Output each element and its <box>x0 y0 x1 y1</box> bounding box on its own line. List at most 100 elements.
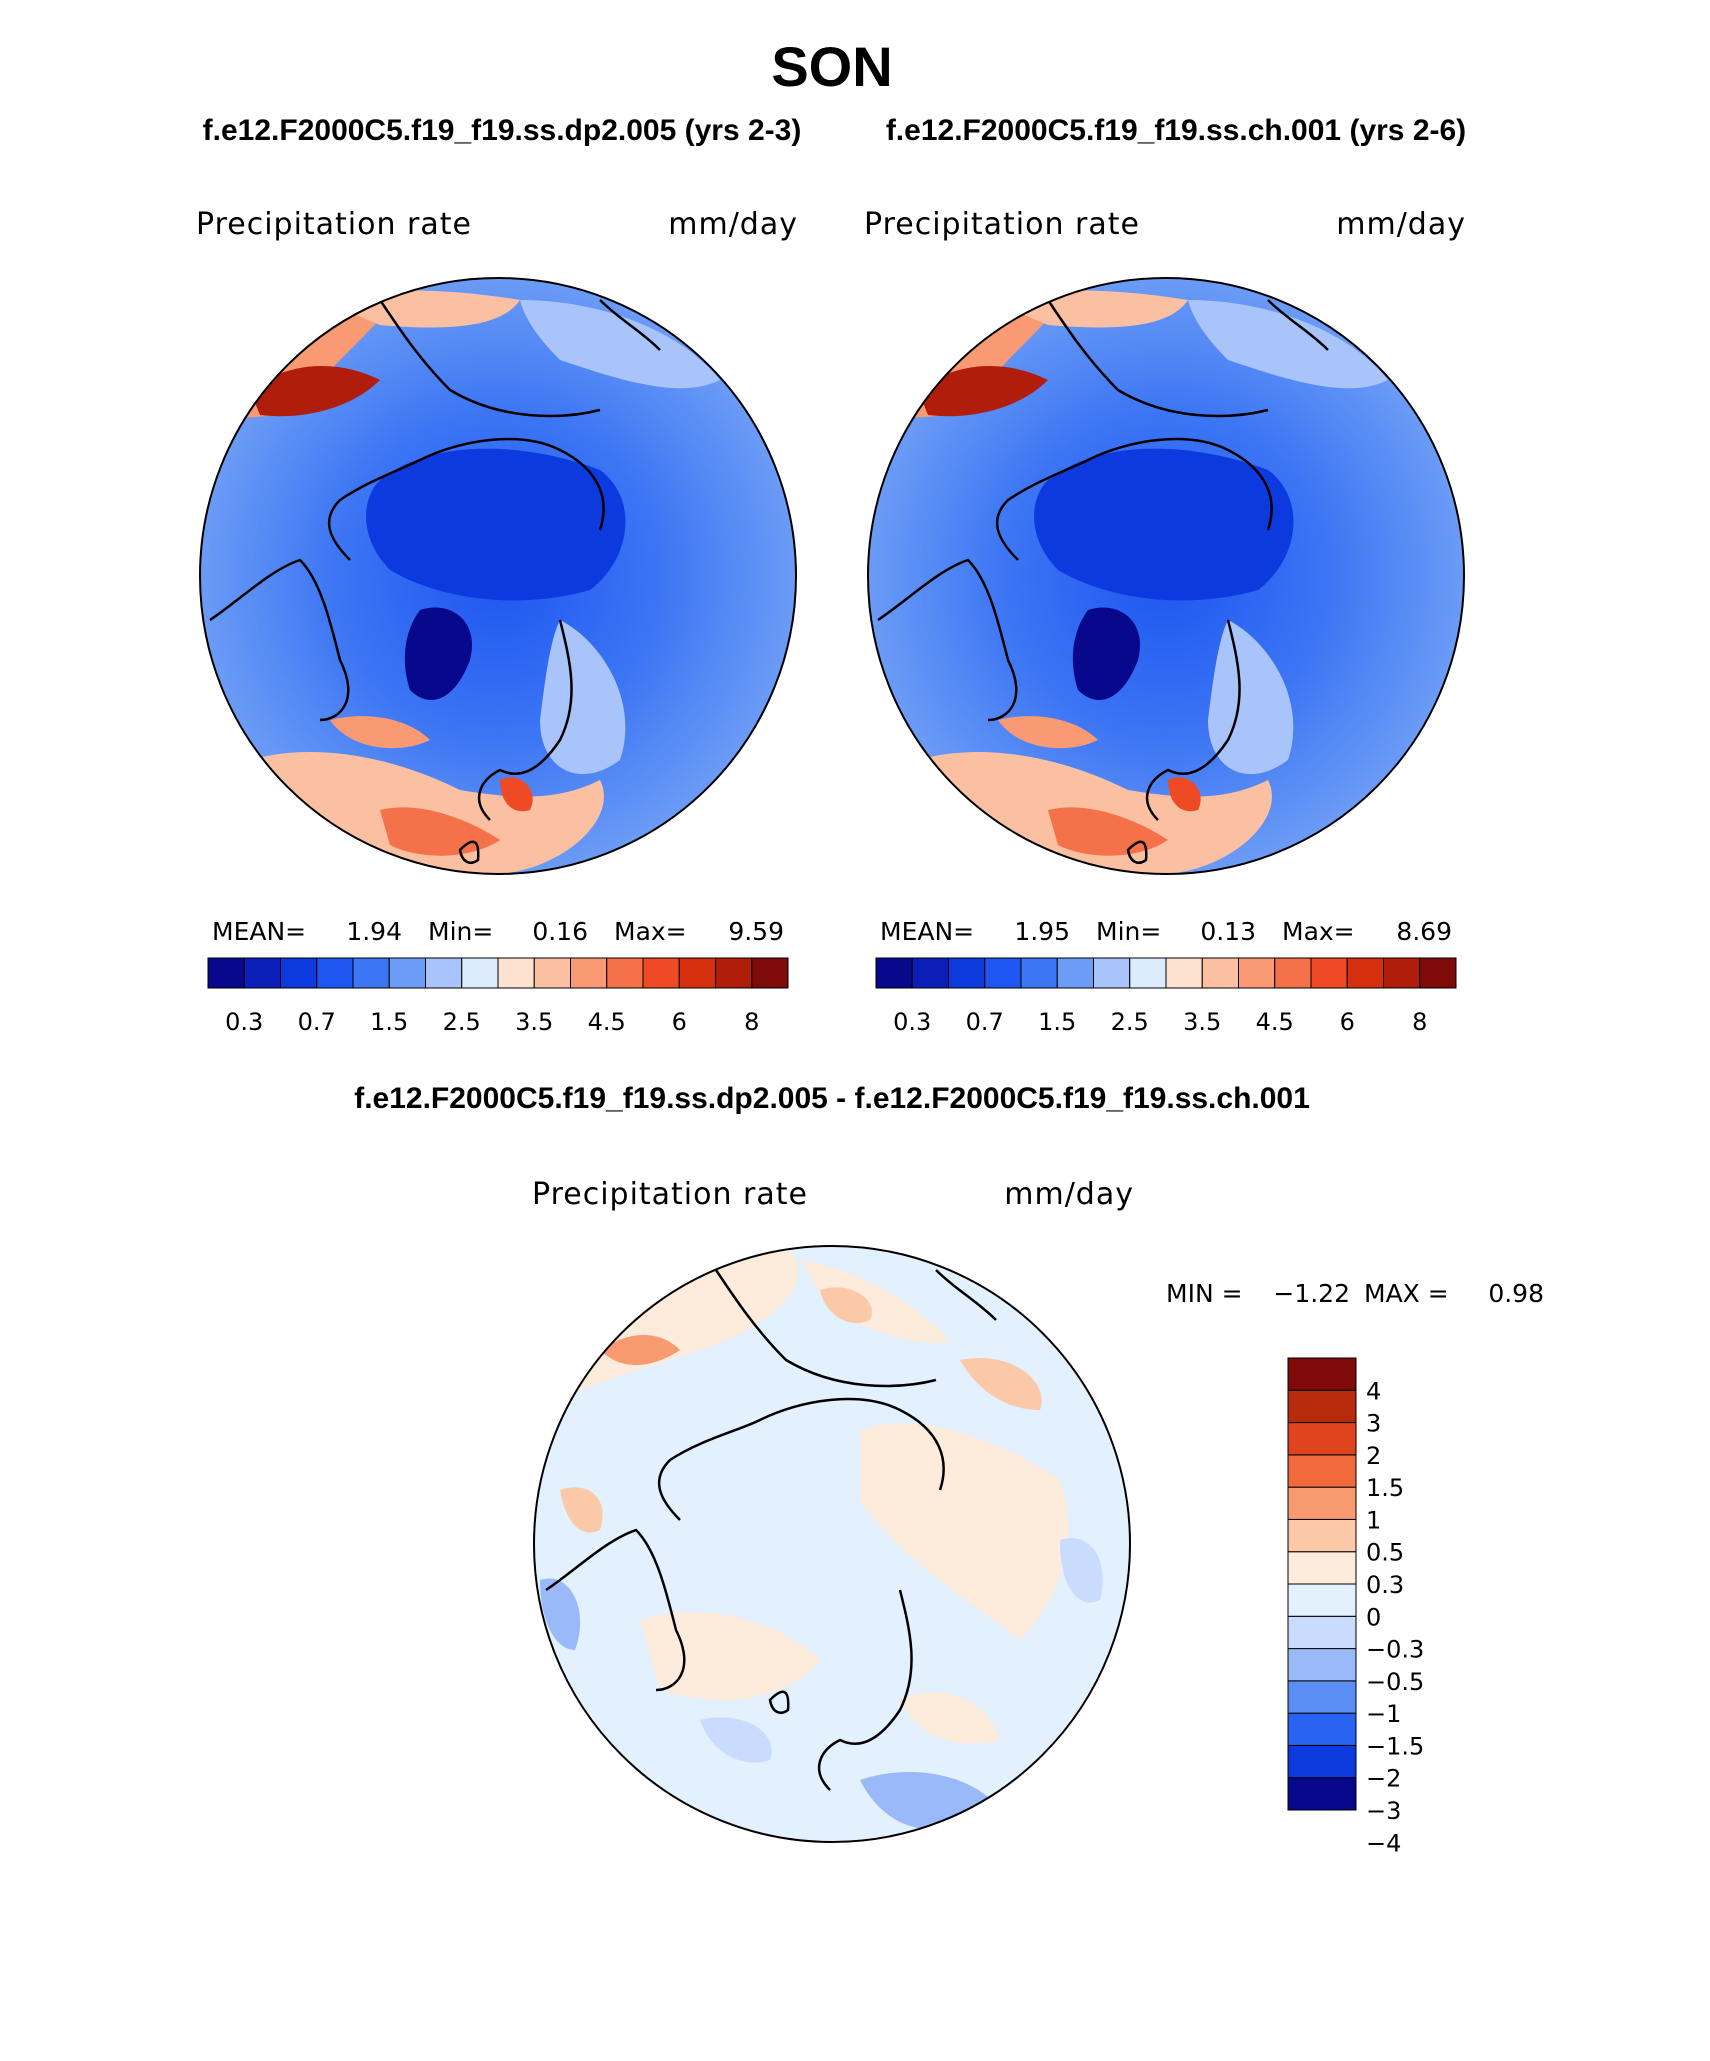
panel-b-colorbar-box <box>1419 957 1457 989</box>
panel-b-mean-value: 1.95 <box>1014 917 1070 946</box>
panel-diff-colorbar-label: 1.5 <box>1366 1474 1404 1502</box>
panel-b-colorbar-box <box>948 957 986 989</box>
panel-a-mean-value: 1.94 <box>346 917 402 946</box>
panel-diff-colorbar: 4 3 2 1.5 1 0.5 0.3 0 −0.3 −0.5 −1 −1.5 −2 −3 −4 <box>1287 1357 1424 1857</box>
panel-a-mean-label: MEAN= <box>212 917 306 946</box>
panel-a-min-value: 0.16 <box>532 917 588 946</box>
panel-b-colorbar-tick-label: 0.3 <box>893 1008 931 1036</box>
panel-b-colorbar-tick-label: 8 <box>1412 1008 1427 1036</box>
panel-diff-colorbar-label: 4 <box>1366 1377 1381 1405</box>
panel-diff-colorbar-label: 0.5 <box>1366 1539 1404 1567</box>
panel-b-colorbar-box <box>1165 957 1203 989</box>
panel-diff-colorbar-box <box>1287 1744 1357 1779</box>
panel-a-colorbar: 0.3 0.7 1.5 2.5 3.5 4.5 6 8 <box>207 957 789 1036</box>
panel-diff-colorbar-label: 0 <box>1366 1603 1381 1631</box>
panel-a: Precipitation rate mm/day <box>196 207 798 1036</box>
panel-diff-colorbar-label: −1.5 <box>1366 1732 1424 1760</box>
panel-b: Precipitation rate mm/day <box>864 207 1466 1036</box>
panel-a-colorbar-box <box>678 957 716 989</box>
panel-diff-colorbar-label: 2 <box>1366 1442 1381 1470</box>
panel-diff-colorbar-box <box>1287 1583 1357 1617</box>
panel-diff-colorbar-box <box>1287 1454 1357 1488</box>
panel-diff-variable: Precipitation rate <box>532 1177 808 1212</box>
panel-diff-colorbar-box <box>1287 1777 1357 1811</box>
panel-diff-colorbar-box <box>1287 1518 1357 1553</box>
panel-diff-colorbar-box <box>1287 1357 1357 1391</box>
figure-title: SON <box>771 35 892 98</box>
panel-diff-colorbar-label: −3 <box>1366 1797 1401 1825</box>
panel-b-colorbar-tick-label: 6 <box>1340 1008 1355 1036</box>
panel-a-units: mm/day <box>668 207 798 242</box>
panel-a-colorbar-box <box>497 957 535 989</box>
panel-a-map <box>200 278 796 874</box>
panel-b-colorbar-tick-label: 0.7 <box>966 1008 1004 1036</box>
panel-b-colorbar-box <box>875 957 913 989</box>
panel-a-colorbar-box <box>715 957 753 989</box>
panel-diff-colorbar-box <box>1287 1615 1357 1650</box>
panel-diff-colorbar-box <box>1287 1422 1357 1456</box>
panel-a-colorbar-box <box>606 957 644 989</box>
panel-b-min-value: 0.13 <box>1200 917 1256 946</box>
panel-b-max-label: Max= <box>1282 917 1355 946</box>
panel-b-colorbar-box <box>1383 957 1421 989</box>
panel-b-colorbar-box <box>1310 957 1348 989</box>
panel-b-units: mm/day <box>1336 207 1466 242</box>
panel-diff: Precipitation rate mm/day <box>532 1177 1544 1857</box>
panel-diff-colorbar-label: −2 <box>1366 1765 1401 1793</box>
panel-b-map-border <box>867 277 1465 875</box>
panel-diff-map <box>534 1246 1130 1842</box>
panel-b-colorbar-box <box>1056 957 1094 989</box>
panel-a-colorbar-box <box>388 957 426 989</box>
panel-b-variable: Precipitation rate <box>864 207 1140 242</box>
panel-a-colorbar-box <box>243 957 281 989</box>
panel-b-mean-label: MEAN= <box>880 917 974 946</box>
panel-a-colorbar-tick-label: 8 <box>744 1008 759 1036</box>
panel-diff-colorbar-label: 1 <box>1366 1506 1381 1534</box>
panel-b-max-value: 8.69 <box>1396 917 1452 946</box>
panel-diff-colorbar-box <box>1287 1486 1357 1520</box>
panel-a-map-border <box>199 277 797 875</box>
panel-b-colorbar: 0.3 0.7 1.5 2.5 3.5 4.5 6 8 <box>875 957 1457 1036</box>
panel-diff-colorbar-box <box>1287 1389 1357 1424</box>
panel-a-min-label: Min= <box>428 917 493 946</box>
panel-a-colorbar-tick-label: 2.5 <box>443 1008 481 1036</box>
panel-diff-colorbar-box <box>1287 1680 1357 1714</box>
diff-max-value: 0.98 <box>1488 1279 1544 1308</box>
panel-a-max-label: Max= <box>614 917 687 946</box>
panel-a-colorbar-box <box>316 957 354 989</box>
panel-a-colorbar-tick-label: 0.7 <box>298 1008 336 1036</box>
panel-a-variable: Precipitation rate <box>196 207 472 242</box>
panel-b-colorbar-box <box>1346 957 1384 989</box>
panel-b-colorbar-box <box>1274 957 1312 989</box>
panel-a-colorbar-box <box>352 957 390 989</box>
panel-diff-colorbar-label: 3 <box>1366 1410 1381 1438</box>
panel-diff-units: mm/day <box>1004 1177 1134 1212</box>
diff-min-value: −1.22 <box>1273 1279 1350 1308</box>
panel-a-colorbar-box <box>533 957 571 989</box>
panel-diff-map-border <box>533 1245 1131 1843</box>
panel-diff-colorbar-label: −0.3 <box>1366 1636 1424 1664</box>
panel-a-colorbar-box <box>280 957 318 989</box>
panel-a-colorbar-tick-label: 4.5 <box>588 1008 626 1036</box>
panel-b-colorbar-tick-label: 4.5 <box>1256 1008 1294 1036</box>
panel-b-colorbar-tick-label: 2.5 <box>1111 1008 1149 1036</box>
panel-a-colorbar-box <box>642 957 680 989</box>
case-b-title: f.e12.F2000C5.f19_f19.ss.ch.001 (yrs 2-6… <box>886 114 1466 147</box>
panel-diff-colorbar-box <box>1287 1648 1357 1682</box>
diff-title: f.e12.F2000C5.f19_f19.ss.dp2.005 - f.e12… <box>354 1082 1310 1115</box>
panel-b-colorbar-box <box>1020 957 1058 989</box>
panel-a-max-value: 9.59 <box>728 917 784 946</box>
diff-min-label: MIN = <box>1166 1279 1243 1308</box>
case-a-title: f.e12.F2000C5.f19_f19.ss.dp2.005 (yrs 2-… <box>203 114 802 147</box>
panel-diff-colorbar-label: −4 <box>1366 1829 1401 1857</box>
panel-a-colorbar-box <box>425 957 463 989</box>
panel-b-colorbar-tick-label: 1.5 <box>1038 1008 1076 1036</box>
panel-a-colorbar-tick-label: 6 <box>672 1008 687 1036</box>
panel-diff-colorbar-box <box>1287 1551 1357 1585</box>
panel-b-colorbar-box <box>1093 957 1131 989</box>
panel-diff-colorbar-label: −1 <box>1366 1700 1401 1728</box>
panel-a-colorbar-box <box>461 957 499 989</box>
diff-max-label: MAX = <box>1364 1279 1449 1308</box>
panel-diff-colorbar-label: 0.3 <box>1366 1571 1404 1599</box>
panel-a-colorbar-box <box>570 957 608 989</box>
